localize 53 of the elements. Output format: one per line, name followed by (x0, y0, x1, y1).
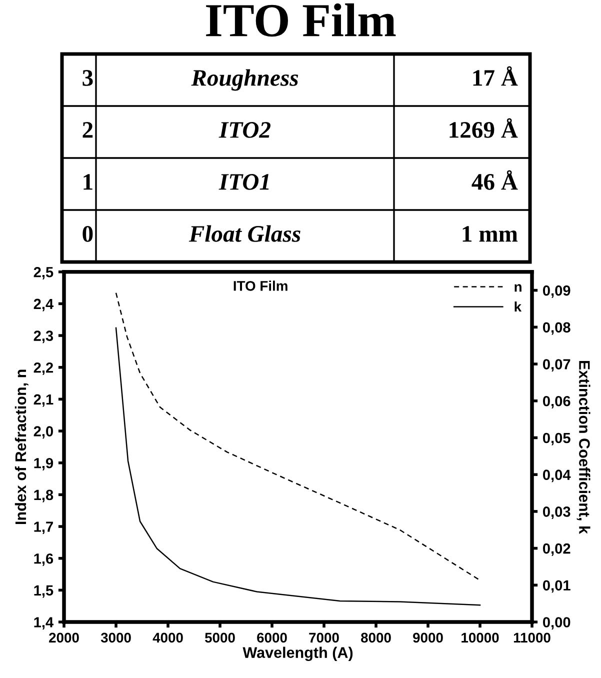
x-tick-label: 10000 (462, 632, 499, 643)
x-tick-label: 4000 (152, 632, 183, 643)
chart-title: ITO Film (206, 3, 396, 37)
text: 46 Å (472, 170, 518, 190)
y-tick-label: 1,9 (34, 458, 54, 470)
x-tick-label: 8000 (361, 632, 391, 643)
y-tick-label: 2,0 (34, 426, 53, 439)
y2-tick-label: 0,03 (543, 506, 570, 519)
x-tick-label: 11000 (514, 632, 550, 643)
y2-tick-label: 0,00 (543, 617, 570, 630)
y-tick-label: 1,6 (34, 553, 54, 566)
x-tick-label: 9000 (413, 632, 443, 643)
text: 3 (82, 70, 93, 86)
chart-subtitle: ITO Film (234, 280, 288, 291)
y-tick-label: 1,7 (34, 522, 53, 534)
y2-tick-label: 0,06 (543, 396, 570, 408)
y-tick-label: 2,3 (34, 330, 54, 344)
legend-label: k (514, 301, 522, 312)
x-tick-label: 7000 (309, 632, 339, 643)
y-tick-label: 2,1 (34, 394, 54, 407)
x-tick-label: 5000 (204, 632, 235, 643)
line-series (115, 292, 481, 581)
y2-axis-title: Extinction Coefficient, k (576, 360, 590, 534)
y-axis-title: Index of Refraction, n (14, 370, 28, 524)
x-tick-label: 6000 (257, 632, 287, 643)
x-axis-title: Wavelength (A) (242, 646, 353, 662)
y-tick-label: 1,4 (34, 617, 54, 630)
text: 1 mm (462, 226, 518, 242)
y2-tick-label: 0,09 (543, 285, 570, 298)
text: ITO1 (218, 174, 269, 190)
x-tick-label: 2000 (49, 632, 79, 643)
x-tick-label: 3000 (100, 632, 131, 643)
y2-tick-label: 0,08 (543, 322, 570, 335)
y-tick-label: 1,8 (34, 490, 54, 502)
text: 17 Å (473, 66, 518, 86)
line-series (115, 327, 481, 606)
y-tick-label: 2,2 (34, 362, 54, 375)
text: 0 (82, 226, 93, 242)
legend-label: n (514, 284, 522, 292)
text: 1269 Å (450, 118, 518, 138)
y-tick-label: 2,4 (34, 298, 54, 312)
text: Roughness (191, 69, 298, 91)
y2-tick-label: 0,01 (543, 580, 570, 593)
text: 2 (82, 122, 93, 138)
y2-tick-label: 0,02 (543, 543, 570, 556)
y2-tick-label: 0,04 (543, 470, 571, 482)
text: 1 (84, 174, 92, 190)
y2-tick-label: 0,07 (543, 359, 570, 372)
y2-tick-label: 0,05 (543, 432, 570, 446)
y-tick-label: 2,5 (34, 266, 54, 280)
text: ITO2 (218, 122, 270, 138)
text: Float Glass (188, 225, 300, 242)
y-tick-label: 1,5 (34, 585, 54, 598)
